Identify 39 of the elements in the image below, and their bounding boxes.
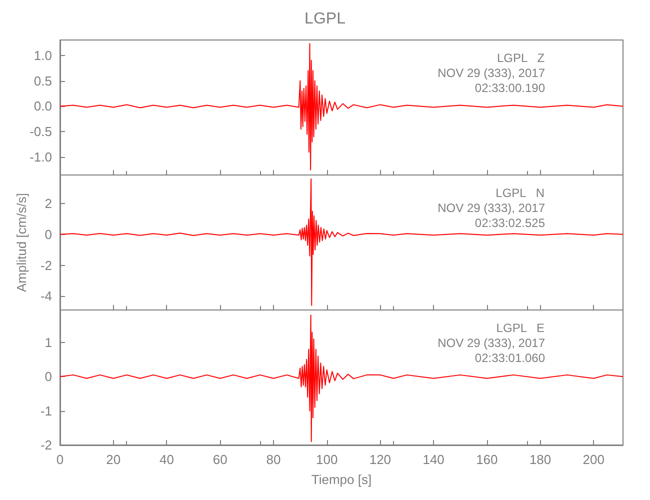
x-tick-label: 100: [316, 452, 338, 467]
y-axis-title: Amplitud [cm/s/s]: [14, 193, 29, 292]
y-tick-label: -1.0: [30, 150, 52, 165]
y-tick-label: -4: [40, 288, 52, 304]
x-tick-label: 40: [159, 452, 174, 467]
chart-title: LGPL: [304, 10, 346, 28]
y-tick-label: 1.0: [34, 48, 52, 63]
y-tick-label: 1: [44, 334, 52, 350]
x-tick-label: 80: [266, 452, 281, 467]
y-tick-label: -1: [40, 403, 52, 418]
annotation: 02:33:01.060: [474, 351, 546, 365]
y-tick-label: 0.5: [34, 73, 52, 88]
x-tick-label: 200: [582, 452, 604, 467]
x-tick-label: 140: [422, 452, 444, 467]
annotation: 02:33:02.525: [474, 216, 546, 230]
x-tick-label: 180: [529, 452, 552, 467]
line-series: [60, 314, 624, 442]
y-tick-label: 0: [44, 369, 52, 384]
y-tick-label: -2: [40, 258, 52, 273]
y-tick-label: 0: [44, 226, 52, 242]
annotation: NOV 29 (333), 2017: [438, 201, 546, 215]
x-tick-label: 160: [476, 452, 498, 467]
line-series: [60, 43, 624, 170]
y-tick-label: 0.0: [34, 98, 52, 114]
y-tick-label: -0.5: [30, 124, 52, 140]
annotation: LGPL N: [496, 186, 545, 200]
x-tick-label: 20: [106, 452, 121, 467]
line-series: [60, 178, 624, 306]
annotation: NOV 29 (333), 2017: [438, 66, 546, 80]
x-tick-label: 120: [369, 452, 392, 467]
annotation: 02:33:00.190: [474, 81, 546, 95]
y-tick-label: 2: [44, 196, 52, 212]
y-tick-label: -2: [40, 438, 52, 452]
x-tick-label: 0: [56, 452, 64, 467]
annotation: LGPL E: [496, 321, 545, 335]
x-axis-title: Tiempo [s]: [311, 472, 372, 487]
annotation: NOV 29 (333), 2017: [438, 336, 546, 350]
annotation: LGPL Z: [496, 51, 545, 65]
x-tick-label: 60: [212, 452, 228, 467]
